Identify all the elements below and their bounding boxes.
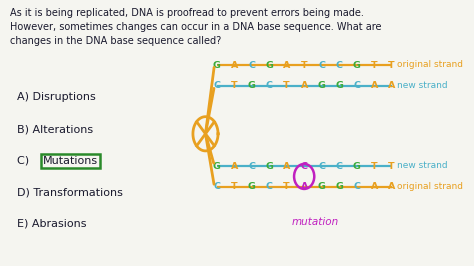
Text: G: G <box>248 182 255 191</box>
Text: A: A <box>230 162 238 171</box>
Text: A: A <box>301 81 308 90</box>
Text: original strand: original strand <box>397 182 463 192</box>
Text: C: C <box>301 162 308 171</box>
Text: A: A <box>371 182 378 191</box>
Text: E) Abrasions: E) Abrasions <box>17 219 87 229</box>
Text: C: C <box>248 61 255 70</box>
Text: G: G <box>265 61 273 70</box>
Text: C: C <box>266 182 273 191</box>
Text: A: A <box>371 81 378 90</box>
Text: C: C <box>318 61 325 70</box>
Text: T: T <box>371 61 377 70</box>
Text: C: C <box>336 61 343 70</box>
Text: C: C <box>353 182 360 191</box>
Text: G: G <box>248 81 255 90</box>
Text: G: G <box>335 81 343 90</box>
Text: G: G <box>335 182 343 191</box>
Text: D) Transformations: D) Transformations <box>17 187 123 197</box>
Text: T: T <box>388 61 395 70</box>
Text: new strand: new strand <box>397 81 447 90</box>
Text: C: C <box>353 81 360 90</box>
Text: G: G <box>213 162 220 171</box>
Text: T: T <box>371 162 377 171</box>
Text: C: C <box>318 162 325 171</box>
Text: T: T <box>283 81 290 90</box>
Text: A: A <box>388 81 395 90</box>
Text: A: A <box>301 182 308 191</box>
Text: G: G <box>353 61 361 70</box>
Text: A) Disruptions: A) Disruptions <box>17 93 96 102</box>
Text: new strand: new strand <box>397 161 447 171</box>
Text: A: A <box>388 182 395 191</box>
Text: C): C) <box>17 156 33 166</box>
Text: C: C <box>266 81 273 90</box>
Text: A: A <box>283 61 291 70</box>
Text: G: G <box>213 61 220 70</box>
Text: G: G <box>353 162 361 171</box>
Text: T: T <box>283 182 290 191</box>
Text: C: C <box>248 162 255 171</box>
Text: Mutations: Mutations <box>43 156 98 166</box>
Text: A: A <box>283 162 291 171</box>
Text: T: T <box>301 61 308 70</box>
Text: T: T <box>231 81 237 90</box>
Text: original strand: original strand <box>397 60 463 69</box>
Text: T: T <box>231 182 237 191</box>
Text: As it is being replicated, DNA is proofread to prevent errors being made.
Howeve: As it is being replicated, DNA is proofr… <box>10 8 382 46</box>
Text: C: C <box>213 182 220 191</box>
Text: G: G <box>318 81 326 90</box>
Text: C: C <box>213 81 220 90</box>
Text: A: A <box>230 61 238 70</box>
Text: mutation: mutation <box>292 217 339 227</box>
Text: G: G <box>318 182 326 191</box>
Text: B) Alterations: B) Alterations <box>17 124 93 134</box>
Text: G: G <box>265 162 273 171</box>
Text: C: C <box>336 162 343 171</box>
Text: T: T <box>388 162 395 171</box>
